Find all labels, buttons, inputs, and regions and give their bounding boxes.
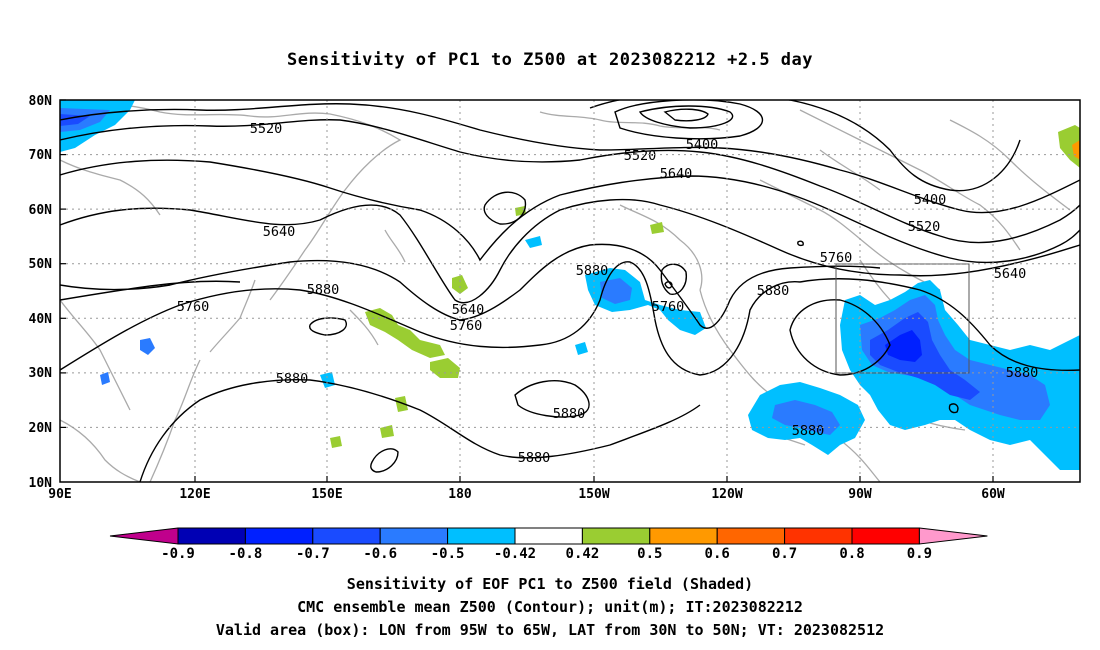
axis-ticks bbox=[60, 99, 994, 482]
map-frame bbox=[59, 99, 1081, 483]
contour-label: 5880 bbox=[307, 282, 340, 298]
sensitivity-shading bbox=[60, 100, 1080, 470]
colorbar-segment bbox=[851, 527, 920, 545]
colorbar-label: -0.5 bbox=[431, 546, 465, 562]
lat-label: 60N bbox=[29, 203, 53, 218]
lat-label: 70N bbox=[29, 148, 53, 163]
lon-label: 90W bbox=[848, 487, 872, 502]
contour-label: 5640 bbox=[263, 224, 296, 240]
colorbar-label: 0.6 bbox=[705, 546, 730, 562]
contour-label: 5760 bbox=[177, 299, 210, 315]
colorbar-segment bbox=[447, 527, 516, 545]
lat-label: 10N bbox=[29, 476, 53, 491]
colorbar-segment bbox=[716, 527, 786, 545]
contour-label: 5400 bbox=[914, 192, 947, 208]
colorbar-segment bbox=[312, 527, 381, 545]
contour-label: 5640 bbox=[994, 266, 1027, 282]
contour-label: 5520 bbox=[250, 121, 283, 137]
contour-label: 5760 bbox=[820, 250, 853, 266]
colorbar-label: -0.6 bbox=[363, 546, 397, 562]
colorbar-segment bbox=[514, 527, 583, 545]
sensitivity-map: 5520 5400 5520 5640 5400 5520 5640 5760 … bbox=[29, 94, 1081, 562]
latitude-labels: 80N 70N 60N 50N 40N 30N 20N 10N bbox=[29, 94, 53, 491]
colorbar-segment bbox=[244, 527, 314, 545]
lon-label: 150W bbox=[578, 487, 609, 502]
colorbar-label: 0.42 bbox=[566, 546, 600, 562]
contour-label: 5760 bbox=[652, 299, 685, 315]
contour-label: 5880 bbox=[792, 423, 825, 439]
lat-label: 20N bbox=[29, 421, 53, 436]
colorbar-label: 0.7 bbox=[772, 546, 797, 562]
colorbar-label: -0.8 bbox=[229, 546, 263, 562]
plot-title: Sensitivity of PC1 to Z500 at 2023082212… bbox=[286, 50, 813, 70]
lat-label: 30N bbox=[29, 366, 53, 381]
colorbar-segment bbox=[379, 527, 449, 545]
contour-label: 5880 bbox=[576, 263, 609, 279]
contour-label: 5880 bbox=[276, 371, 309, 387]
contour-label: 5520 bbox=[908, 219, 941, 235]
contour-labels: 5520 5400 5520 5640 5400 5520 5640 5760 … bbox=[177, 121, 1039, 466]
lon-label: 60W bbox=[981, 487, 1005, 502]
lon-label: 150E bbox=[311, 487, 342, 502]
colorbar-low-arrow bbox=[109, 527, 179, 545]
lon-label: 120E bbox=[179, 487, 210, 502]
lat-label: 40N bbox=[29, 312, 53, 327]
longitude-labels: 90E 120E 150E 180 150W 120W 90W 60W bbox=[48, 487, 1005, 502]
contour-label: 5400 bbox=[686, 137, 719, 153]
lon-label: 180 bbox=[448, 487, 472, 502]
z500-contours bbox=[60, 100, 1080, 482]
caption-line-2: CMC ensemble mean Z500 (Contour); unit(m… bbox=[297, 598, 803, 616]
colorbar-label: -0.42 bbox=[494, 546, 536, 562]
contour-label: 5520 bbox=[624, 148, 657, 164]
colorbar-high-arrow bbox=[918, 527, 988, 545]
colorbar-label: 0.8 bbox=[839, 546, 864, 562]
colorbar: -0.9 -0.8 -0.7 -0.6 -0.5 -0.42 0.42 0.5 0.6 0.7 0.… bbox=[109, 527, 988, 562]
contour-label: 5880 bbox=[757, 283, 790, 299]
colorbar-segment bbox=[581, 527, 651, 545]
gridlines bbox=[60, 100, 1080, 482]
lat-label: 80N bbox=[29, 94, 53, 109]
colorbar-label: -0.9 bbox=[161, 546, 195, 562]
colorbar-segment bbox=[177, 527, 246, 545]
colorbar-label: -0.7 bbox=[296, 546, 330, 562]
lon-label: 90E bbox=[48, 487, 71, 502]
colorbar-segment bbox=[649, 527, 718, 545]
caption-line-3: Valid area (box): LON from 95W to 65W, L… bbox=[215, 621, 885, 639]
caption-line-1: Sensitivity of EOF PC1 to Z500 field (Sh… bbox=[346, 575, 754, 593]
contour-label: 5640 bbox=[452, 302, 485, 318]
contour-label: 5760 bbox=[450, 318, 483, 334]
colorbar-segment bbox=[784, 527, 853, 545]
contour-label: 5880 bbox=[518, 450, 551, 466]
lon-label: 120W bbox=[711, 487, 742, 502]
contour-label: 5640 bbox=[660, 166, 693, 182]
colorbar-label: 0.9 bbox=[907, 546, 932, 562]
lat-label: 50N bbox=[29, 257, 53, 272]
contour-label: 5880 bbox=[553, 406, 586, 422]
colorbar-label: 0.5 bbox=[637, 546, 662, 562]
